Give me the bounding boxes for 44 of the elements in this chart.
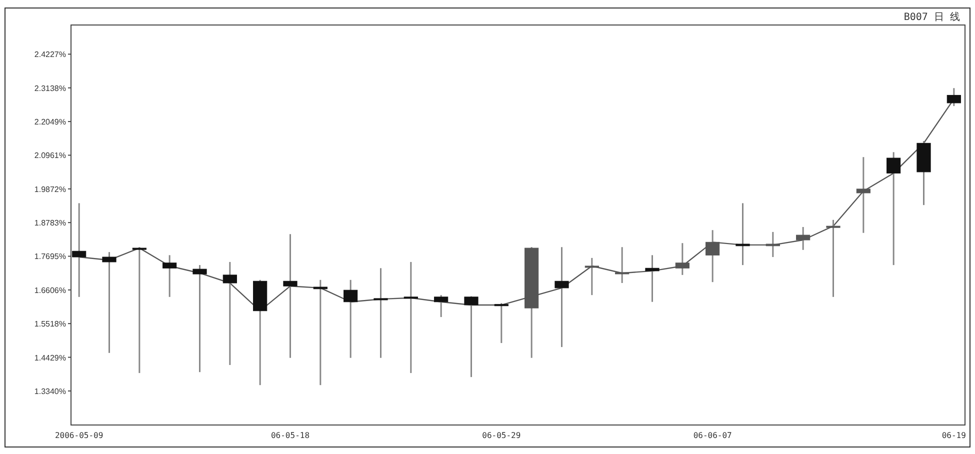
candlestick — [313, 279, 328, 386]
candlestick — [886, 151, 901, 266]
candlestick — [344, 279, 358, 359]
x-tick-label: 06-06-07 — [693, 431, 732, 440]
candlestick — [856, 156, 870, 234]
candlestick — [374, 267, 388, 359]
x-tick-label: 2006-05-09 — [54, 431, 104, 440]
y-tick-label: 1.4429% — [34, 353, 66, 362]
chart-title: B007 日 线 — [904, 11, 960, 23]
y-tick-label: 1.3340% — [34, 386, 66, 396]
candlestick — [615, 246, 630, 284]
y-tick-label: 1.9872% — [34, 184, 66, 194]
candlestick — [192, 264, 207, 373]
candlestick — [404, 261, 418, 374]
candlestick — [645, 254, 660, 303]
x-tick-label: 06-05-29 — [482, 431, 521, 440]
y-tick-label: 2.4227% — [34, 50, 66, 60]
candlestick — [283, 233, 298, 359]
y-tick-label: 1.5518% — [34, 320, 66, 329]
candlestick — [464, 296, 478, 378]
x-tick-label: 06-05-18 — [270, 431, 310, 440]
candlestick — [132, 246, 146, 374]
candlestick — [826, 219, 840, 298]
candlestick — [675, 242, 690, 276]
candlestick — [162, 254, 177, 298]
y-tick-label: 1.8783% — [34, 218, 66, 228]
candlestick — [102, 251, 116, 354]
candlestick — [584, 257, 599, 296]
candlestick — [72, 202, 86, 298]
y-tick-label: 1.7695% — [34, 252, 66, 262]
candlestick — [554, 246, 569, 348]
y-tick-label: 2.2049% — [34, 118, 66, 127]
candlestick — [796, 226, 810, 251]
y-tick-label: 2.3138% — [34, 84, 66, 93]
y-tick-label: 2.0961% — [34, 151, 66, 160]
candlestick — [706, 229, 720, 283]
y-tick-label: 1.6606% — [34, 286, 66, 295]
candlestick — [766, 231, 780, 258]
candlestick — [434, 294, 448, 318]
candlestick — [222, 261, 237, 366]
candlestick — [494, 302, 508, 344]
x-tick-label: 06-19 — [942, 431, 966, 440]
candlestick — [736, 202, 750, 266]
candlestick — [946, 87, 961, 107]
